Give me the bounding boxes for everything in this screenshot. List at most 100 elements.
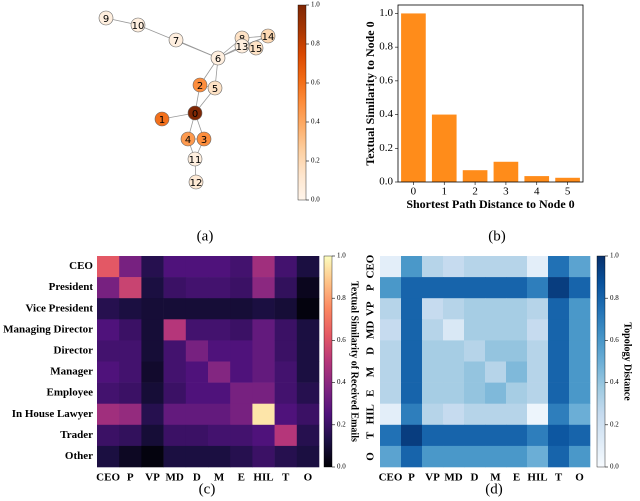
heatmap-cell (485, 382, 507, 404)
column-label: HIL (253, 472, 273, 484)
heatmap-cell (252, 403, 275, 426)
heatmap-cell (119, 256, 142, 278)
colorbar-tick-label: 0.8 (311, 40, 320, 48)
node-label: 9 (103, 14, 109, 25)
heatmap-cell (163, 361, 187, 383)
node-label: 5 (212, 84, 218, 95)
heatmap-cell (141, 424, 164, 447)
bar (431, 114, 457, 182)
heatmap-cell (208, 403, 231, 426)
heatmap-cell (97, 340, 120, 362)
column-label: T (555, 472, 563, 484)
node-label: 12 (190, 178, 203, 189)
row-label: M (365, 366, 377, 377)
node (180, 131, 196, 147)
colorbar-label: Textual Similarity of Received Emails (349, 281, 360, 442)
column-label: HIL (527, 472, 547, 484)
heatmap-cell (380, 277, 402, 299)
row-label: Manager (50, 366, 93, 378)
row-label: D (365, 347, 377, 355)
heatmap-cell (230, 277, 253, 299)
heatmap-cell (443, 256, 465, 278)
heatmap-cell (208, 445, 231, 468)
colorbar-label: Topology Distance (622, 322, 633, 401)
heatmap-cell (506, 424, 528, 447)
heatmap-cell (569, 298, 591, 320)
heatmap-cell (422, 277, 444, 299)
colorbar-tick-label: 0.4 (610, 378, 619, 386)
heatmap-cell (464, 382, 486, 404)
edge (175, 39, 219, 59)
heatmap-cell (485, 445, 507, 468)
heatmap-cell (141, 319, 164, 341)
colorbar-tick-label: 0.8 (610, 294, 619, 302)
heatmap-cell (485, 340, 507, 362)
node (196, 131, 212, 147)
heatmap-cell (527, 256, 549, 278)
bar (524, 176, 550, 182)
heatmap-cell (163, 382, 187, 404)
heatmap-cell (141, 382, 164, 404)
heatmap-cell (401, 424, 423, 447)
panel-label: (b) (488, 228, 506, 244)
heatmap-cell (464, 361, 486, 383)
row-label: T (365, 431, 377, 439)
heatmap-cell (401, 382, 423, 404)
heatmap-cell (252, 382, 275, 404)
colorbar-tick-label: 0.6 (610, 336, 619, 344)
row-label: E (365, 389, 377, 396)
node-label: 11 (189, 155, 202, 166)
column-label: MD (444, 472, 462, 484)
colorbar-tick-label: 0.0 (337, 463, 346, 471)
heatmap-cell (208, 319, 231, 341)
x-axis-label: Shortest Path Distance to Node 0 (406, 197, 574, 211)
heatmap-cell (163, 445, 187, 468)
row-label: P (365, 284, 377, 291)
y-tick-label: 0.6 (379, 74, 393, 86)
heatmap-cell (252, 340, 275, 362)
y-tick-label: 0.8 (379, 41, 393, 53)
colorbar (596, 255, 606, 468)
colorbar-tick-label: 0.8 (337, 294, 346, 302)
heatmap-cell (252, 445, 275, 468)
heatmap-cell (230, 298, 253, 320)
node (260, 28, 276, 44)
heatmap-cell (548, 445, 570, 468)
column-label: O (304, 472, 313, 484)
heatmap-cell (208, 277, 231, 299)
column-label: T (282, 472, 290, 484)
colorbar (323, 255, 333, 468)
bar (555, 177, 580, 182)
heatmap-cell (252, 424, 275, 447)
heatmap-cell (274, 382, 298, 404)
heatmap-cell (119, 298, 142, 320)
heatmap-cell (506, 298, 528, 320)
row-label: President (49, 281, 94, 293)
heatmap-cell (119, 403, 142, 426)
heatmap-cell (464, 445, 486, 468)
heatmap-cell (163, 319, 187, 341)
heatmap-cell (422, 424, 444, 447)
x-tick-label: 2 (472, 186, 478, 198)
heatmap-cell (527, 298, 549, 320)
row-label: Other (65, 450, 93, 462)
heatmap-cell (485, 256, 507, 278)
heatmap-cell (296, 256, 320, 278)
y-axis-label: Textual Similarity to Node 0 (363, 21, 377, 165)
heatmap-cell (548, 319, 570, 341)
heatmap-cell (506, 382, 528, 404)
heatmap-cell (443, 424, 465, 447)
heatmap-cell (548, 340, 570, 362)
heatmap-cell (569, 403, 591, 426)
heatmap-cell (569, 319, 591, 341)
heatmap-cell (296, 445, 320, 468)
heatmap-cell (163, 424, 187, 447)
heatmap-cell (380, 361, 402, 383)
heatmap-cell (401, 445, 423, 468)
heatmap-cell (401, 340, 423, 362)
x-tick-label: 3 (503, 186, 509, 198)
heatmap-cell (443, 277, 465, 299)
heatmap-cell (274, 403, 298, 426)
heatmap-cell (252, 298, 275, 320)
heatmap-cell (97, 382, 120, 404)
